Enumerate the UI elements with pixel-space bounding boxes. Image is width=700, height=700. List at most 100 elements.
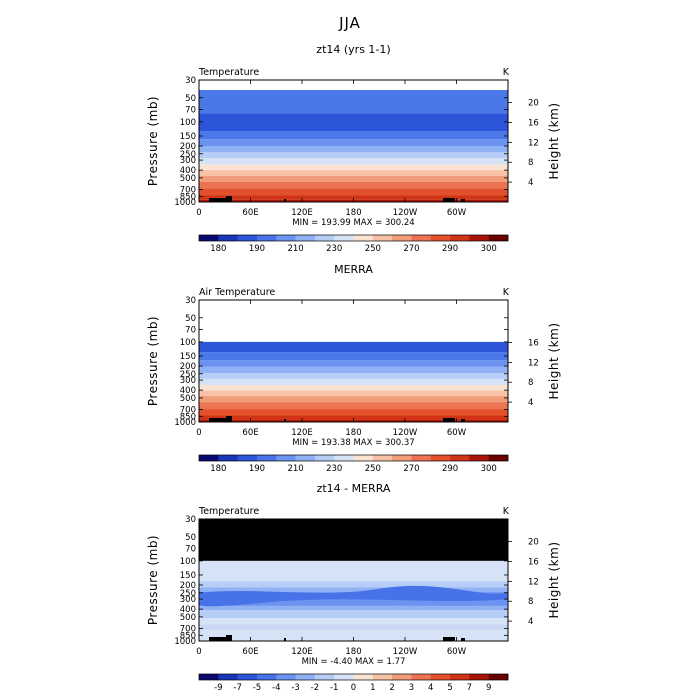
y-tick-label: 1000 xyxy=(174,637,196,647)
x-tick-label: 0 xyxy=(196,647,201,657)
colorbar-swatch xyxy=(430,674,451,680)
y-axis-label: Pressure (mb) xyxy=(146,535,160,625)
colorbar-label: 4 xyxy=(428,683,433,693)
units-label: K xyxy=(503,67,510,78)
x-tick-label: 120W xyxy=(393,208,418,218)
topography-mark xyxy=(443,198,455,202)
y-tick-label: 150 xyxy=(180,571,196,581)
colorbar-swatch xyxy=(353,455,374,461)
colorbar-label: 250 xyxy=(365,244,381,254)
contour-band xyxy=(199,587,508,593)
colorbar-label: 3 xyxy=(409,683,414,693)
y-tick-label: 150 xyxy=(180,352,196,362)
colorbar-swatch xyxy=(411,235,432,241)
y-tick-label: 250 xyxy=(180,150,196,160)
contour-fills xyxy=(199,300,508,422)
topography-mark xyxy=(461,638,465,641)
y2-axis-label: Height (km) xyxy=(547,103,561,180)
y-tick-label: 400 xyxy=(180,605,196,615)
contour-band xyxy=(199,366,508,374)
contour-region xyxy=(198,585,508,607)
contour-band xyxy=(199,415,508,421)
topography-mark xyxy=(443,418,455,422)
y2-tick-label: 12 xyxy=(528,577,539,587)
colorbar-swatch xyxy=(237,455,258,461)
y-axis-label: Pressure (mb) xyxy=(146,96,160,186)
y-tick-label: 500 xyxy=(180,174,196,184)
colorbar-swatch xyxy=(372,455,393,461)
colorbar-label: 190 xyxy=(249,464,265,474)
colorbar-label: 210 xyxy=(287,244,303,254)
colorbar-swatch xyxy=(353,674,374,680)
variable-label: Temperature xyxy=(198,506,259,517)
colorbar-swatch xyxy=(199,674,219,680)
colorbar-label: 7 xyxy=(467,683,472,693)
x-tick-label: 120W xyxy=(393,428,418,438)
y2-tick-label: 4 xyxy=(528,178,533,188)
min-max-text: MIN = -4.40 MAX = 1.77 xyxy=(302,657,406,667)
colorbar-swatch xyxy=(199,235,219,241)
x-tick-label: 60E xyxy=(242,647,258,657)
y-tick-label: 70 xyxy=(185,105,196,115)
colorbar-swatch xyxy=(488,455,509,461)
colorbar-label: 1 xyxy=(370,683,375,693)
colorbar-swatch xyxy=(450,235,470,241)
contour-band xyxy=(199,90,508,114)
colorbar: -9 -7 -5 -4 -3 -2 -1 0 1 2 3 4 5 7 9 xyxy=(198,673,509,693)
y-tick-label: 100 xyxy=(180,557,196,567)
y2-tick-label: 8 xyxy=(528,378,533,388)
colorbar-label: -1 xyxy=(330,683,338,693)
colorbar-swatch xyxy=(314,674,335,680)
x-axis: 0 60E 120E 180 120W 60W xyxy=(196,300,467,438)
variable-label: Air Temperature xyxy=(199,287,275,298)
y-tick-label: 70 xyxy=(185,325,196,335)
colorbar-label: 190 xyxy=(249,244,265,254)
colorbar-label: -2 xyxy=(311,683,319,693)
contour-band xyxy=(199,300,508,342)
contour-fills xyxy=(198,519,508,641)
contour-band xyxy=(199,581,508,588)
colorbar-swatch xyxy=(276,235,296,241)
y-tick-label: 700 xyxy=(180,186,196,196)
colorbar-label: -9 xyxy=(214,683,222,693)
y2-tick-label: 8 xyxy=(528,597,533,607)
contour-band xyxy=(199,384,508,391)
colorbar-swatch xyxy=(237,235,258,241)
panel-title: MERRA xyxy=(334,263,373,276)
colorbar-swatch xyxy=(469,674,489,680)
y-tick-label: 700 xyxy=(180,406,196,416)
colorbar-swatch xyxy=(392,455,412,461)
contour-band xyxy=(199,560,508,582)
y-tick-label: 500 xyxy=(180,394,196,404)
colorbar-swatch xyxy=(314,235,335,241)
colorbar-label: 9 xyxy=(486,683,491,693)
panel-title: zt14 (yrs 1-1) xyxy=(316,43,390,56)
colorbar-label: 230 xyxy=(326,464,342,474)
contour-region xyxy=(199,624,508,630)
y2-axis-label: Height (km) xyxy=(547,542,561,619)
units-label: K xyxy=(503,287,510,298)
colorbar-frame xyxy=(198,234,509,242)
contour-fills xyxy=(199,80,508,202)
contour-band xyxy=(199,80,508,91)
colorbar-swatch xyxy=(276,674,296,680)
topography-mark xyxy=(284,638,286,641)
x-tick-label: 120W xyxy=(393,647,418,657)
y-tick-label: 300 xyxy=(180,595,196,605)
colorbar-swatch xyxy=(411,455,432,461)
colorbar-swatch xyxy=(392,235,412,241)
colorbar-label: 250 xyxy=(365,464,381,474)
topography-mark xyxy=(209,418,229,422)
y2-tick-label: 20 xyxy=(528,99,539,109)
variable-label: Temperature xyxy=(198,67,259,78)
contour-band xyxy=(199,175,508,182)
y-tick-label: 700 xyxy=(180,625,196,635)
topography-mark xyxy=(284,199,286,202)
colorbar-swatch xyxy=(314,455,335,461)
colorbar-swatch xyxy=(450,674,470,680)
x-axis: 0 60E 120E 180 120W 60W xyxy=(196,80,467,218)
x-tick-label: 60E xyxy=(242,428,258,438)
contour-band xyxy=(199,146,508,153)
x-tick-label: 120E xyxy=(291,428,313,438)
